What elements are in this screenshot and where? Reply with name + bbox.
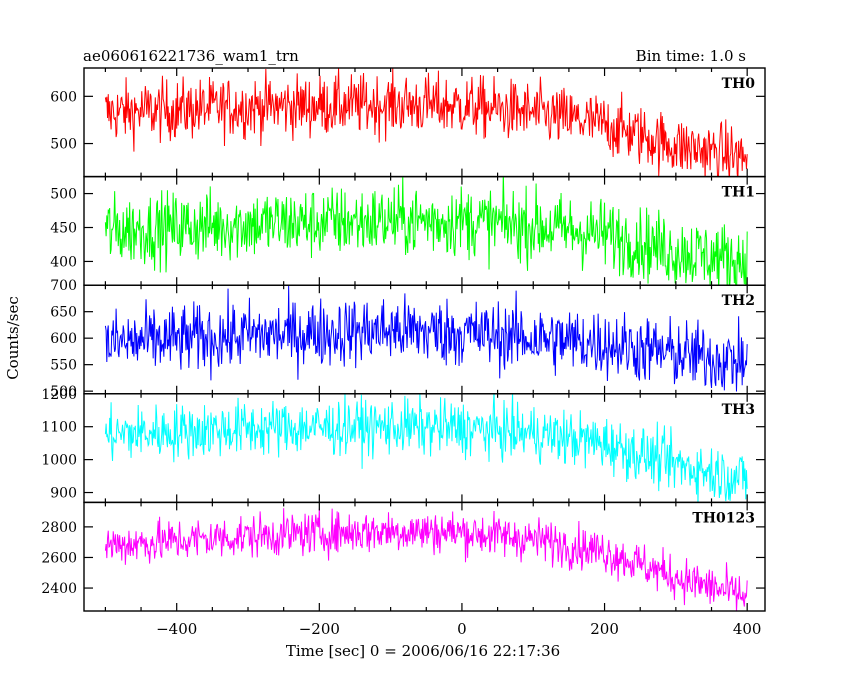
y-tick-label: 600	[50, 331, 77, 347]
y-tick-label: 1100	[41, 420, 77, 436]
panel-label: TH2	[722, 293, 755, 309]
y-tick-label: 400	[50, 254, 77, 270]
y-tick-label: 500	[50, 137, 77, 153]
series-th2-line	[104, 285, 748, 392]
x-tick-label: −400	[156, 620, 197, 638]
series-th1-line	[104, 176, 748, 286]
y-tick-label: 1000	[41, 453, 77, 469]
panel-th2: TH2 500 550 600 650 700	[50, 278, 766, 400]
x-tick-label: 200	[590, 620, 619, 638]
series-th0123-line	[104, 508, 748, 611]
panel-th0123: TH0123 2400 2600 2800	[41, 501, 766, 612]
panel-label: TH0	[722, 76, 756, 92]
panel-label: TH3	[722, 402, 755, 418]
y-tick-label: 650	[50, 305, 77, 321]
chart-subtitle: Bin time: 1.0 s	[636, 47, 746, 65]
series-th0-line	[104, 68, 748, 177]
panel-frame	[83, 501, 766, 612]
y-tick-label: 1200	[41, 387, 77, 403]
y-tick-label: 900	[50, 486, 77, 502]
panel-th0: TH0 500 600	[50, 67, 766, 178]
y-tick-label: 2800	[41, 520, 77, 536]
y-tick-label: 500	[50, 384, 77, 400]
y-tick-label: 450	[50, 221, 77, 237]
x-tick-label: 0	[457, 620, 467, 638]
x-tick-label: 400	[733, 620, 762, 638]
y-tick-label: 550	[50, 358, 77, 374]
panel-th3: TH3 900 1000 1100 1200	[41, 387, 766, 504]
y-tick-label: 500	[50, 187, 77, 203]
y-tick-label: 2400	[41, 581, 77, 597]
x-tick-label: −200	[299, 620, 340, 638]
panel-label: TH0123	[692, 510, 755, 526]
panel-label: TH1	[722, 185, 755, 201]
series-th3-line	[104, 393, 748, 503]
y-tick-label: 2600	[41, 550, 77, 566]
panels-group: TH0500600TH1400450500TH2500550600650700T…	[41, 67, 766, 612]
y-tick-label: 600	[50, 89, 77, 105]
chart-title: ae060616221736_wam1_trn	[83, 47, 299, 65]
x-axis: −400 −200 0 200 400	[156, 620, 761, 638]
x-axis-label: Time [sec] 0 = 2006/06/16 22:17:36	[286, 642, 560, 660]
y-tick-label: 700	[50, 278, 77, 294]
y-axis-label: Counts/sec	[4, 296, 22, 380]
